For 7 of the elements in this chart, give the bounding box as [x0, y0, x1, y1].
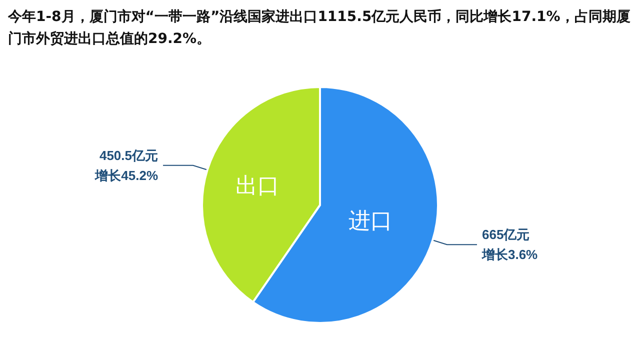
- text: 增长3.6%: [480, 247, 538, 262]
- chart-title: 今年1-8月，厦门市对“一带一路”沿线国家进出口1115.5亿元人民币，同比增长17.1%，占同期厦门市外贸进出口总值的29.2%。: [8, 8, 632, 49]
- data-label: 450.5亿元: [99, 148, 158, 163]
- data-label: 665亿元: [482, 227, 530, 242]
- text: 增长45.2%: [94, 168, 158, 183]
- slice-label: 出口: [236, 174, 280, 199]
- slice-label: 进口: [348, 209, 392, 234]
